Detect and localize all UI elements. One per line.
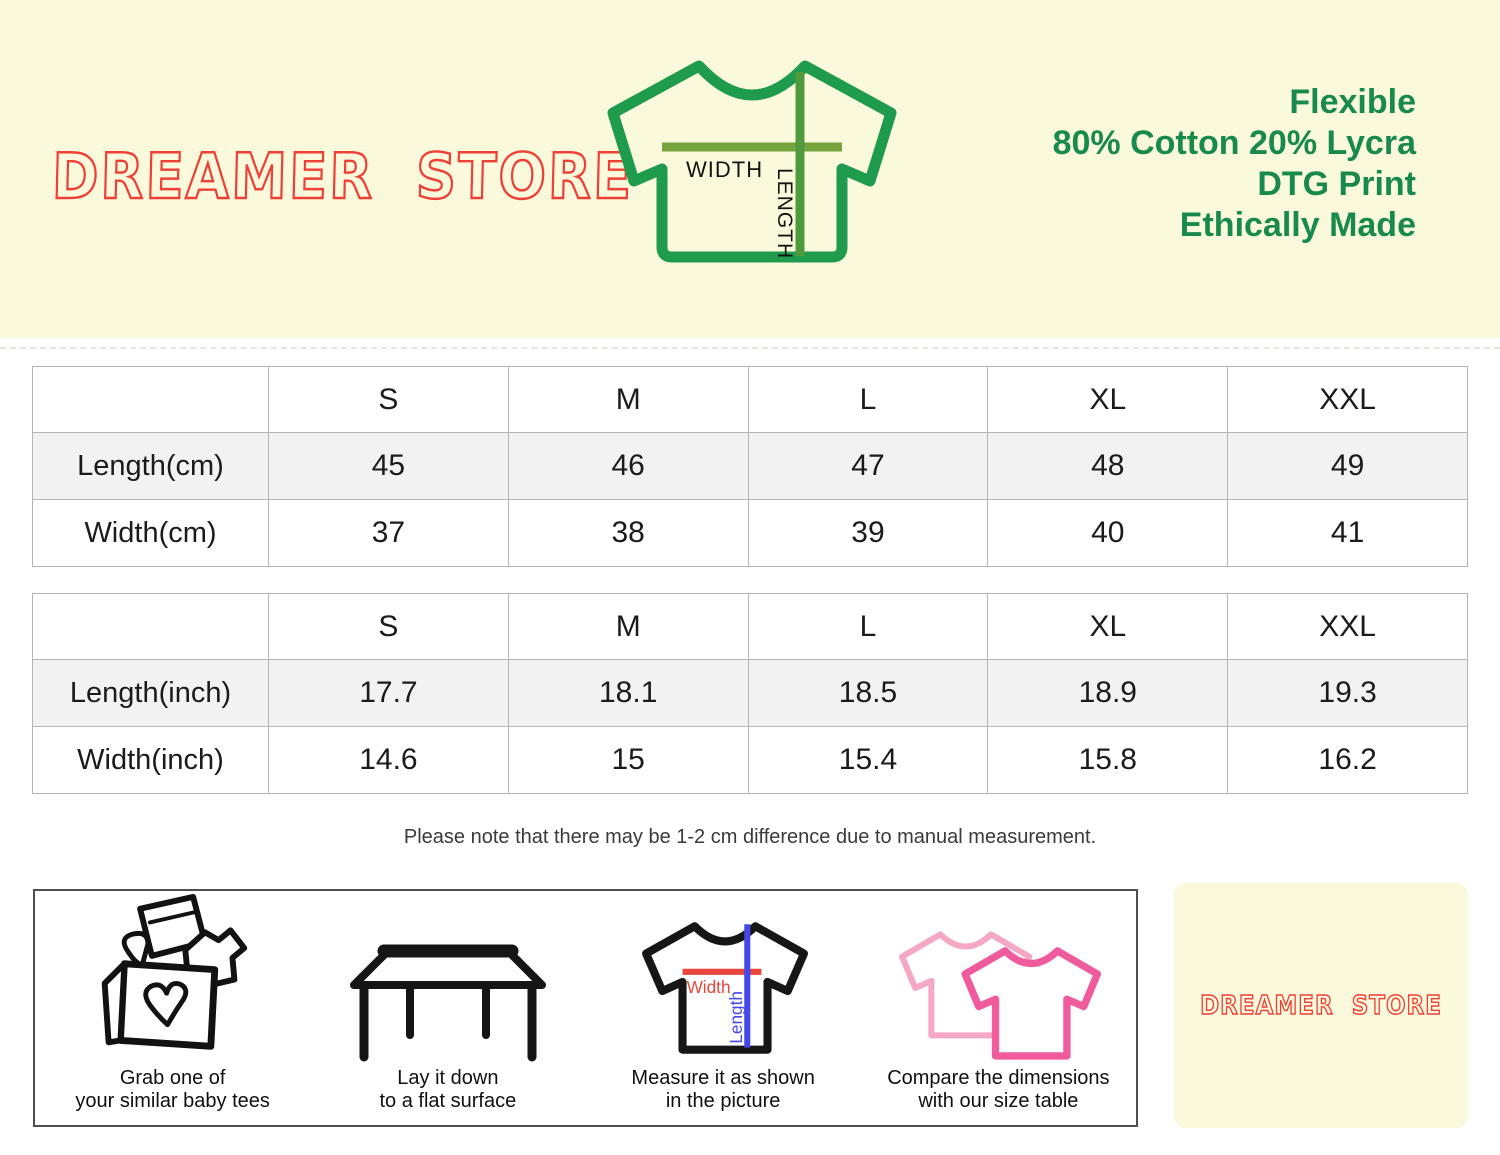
size-table-inch: S M L XL XXL Length(inch) 17.7 18.1 18.5… [32,593,1468,794]
store-logo-small: DREAMER STORE [1199,990,1442,1021]
step-caption: Compare the dimensions with our size tab… [887,1067,1110,1112]
banner-divider [0,347,1500,349]
spec-line-fabric: 80% Cotton 20% Lycra [1052,124,1416,162]
column-header: XXL [1227,366,1468,433]
step-caption: Measure it as shown in the picture [631,1067,815,1112]
table-row: Width(inch) 14.6 15 15.4 15.8 16.2 [32,726,1468,794]
cell: 49 [1227,432,1468,500]
column-header [32,366,269,433]
cell: 15.4 [747,726,989,794]
step-compare: Compare the dimensions with our size tab… [861,891,1136,1125]
column-header: L [747,366,989,433]
length-label: Length [726,991,746,1044]
cell: 17.7 [268,659,509,727]
cell: 46 [507,432,749,500]
column-header [32,593,269,660]
cell: 41 [1227,499,1468,567]
cell: 47 [747,432,989,500]
cell: 18.5 [747,659,989,727]
cell: 15 [507,726,749,794]
how-to-measure-box: Grab one of your similar baby tees Lay i… [33,889,1138,1127]
measure-tee-icon: Width Length [642,922,809,1054]
measurement-note: Please note that there may be 1-2 cm dif… [403,826,1097,848]
column-header: S [268,366,509,433]
column-header: XXL [1227,593,1468,660]
step-caption: Lay it down to a flat surface [379,1067,517,1112]
cell: 39 [747,499,989,567]
compare-tees-icon [899,931,1102,1060]
cell: 14.6 [268,726,509,794]
product-specs: Flexible 80% Cotton 20% Lycra DTG Print … [1053,82,1416,246]
spec-line-flexible: Flexible [1289,83,1416,121]
step-caption: Grab one of your similar baby tees [75,1067,270,1112]
step-grab-tee: Grab one of your similar baby tees [35,891,310,1125]
step-lay-flat: Lay it down to a flat surface [310,891,585,1125]
column-header: S [268,593,509,660]
cell: 40 [987,499,1229,567]
table-row: Length(inch) 17.7 18.1 18.5 18.9 19.3 [32,659,1468,727]
store-logo: DREAMER STORE [50,140,635,215]
column-header: M [507,366,749,433]
table-header-row: S M L XL XXL [32,593,1468,660]
box-of-tees-icon [101,893,248,1050]
column-header: L [747,593,989,660]
cell: 19.3 [1227,659,1468,727]
table-row: Width(cm) 37 38 39 40 41 [32,499,1468,567]
table-row: Length(cm) 45 46 47 48 49 [32,432,1468,500]
tshirt-measurement-icon: WIDTH LENGTH [607,60,897,263]
cell: 37 [268,499,509,567]
cell: 16.2 [1227,726,1468,794]
column-header: XL [987,593,1229,660]
measure-tee-outline [642,922,809,1054]
column-header: M [507,593,749,660]
row-label: Length(cm) [32,432,269,500]
column-header: XL [987,366,1229,433]
row-label: Width(cm) [32,499,269,567]
table-header-row: S M L XL XXL [32,366,1468,433]
footer-logo-card: DREAMER STORE [1174,883,1468,1128]
row-label: Length(inch) [32,659,269,727]
table-icon [349,944,546,1062]
width-label: Width [687,977,731,997]
top-banner: DREAMER STORE WIDTH LENGTH Flexible 80% … [0,0,1500,338]
length-label: LENGTH [773,168,796,259]
spec-line-print: DTG Print [1257,165,1416,203]
cell: 18.1 [507,659,749,727]
width-label: WIDTH [686,157,763,182]
cell: 48 [987,432,1229,500]
front-tee [961,947,1102,1060]
size-table-cm: S M L XL XXL Length(cm) 45 46 47 48 49 W… [32,366,1468,567]
spec-line-ethics: Ethically Made [1179,206,1416,244]
cell: 18.9 [987,659,1229,727]
cell: 45 [268,432,509,500]
row-label: Width(inch) [32,726,269,794]
cell: 15.8 [987,726,1229,794]
cell: 38 [507,499,749,567]
tshirt-outline [607,60,897,263]
step-measure: Width Length Measure it as shown in the … [586,891,861,1125]
